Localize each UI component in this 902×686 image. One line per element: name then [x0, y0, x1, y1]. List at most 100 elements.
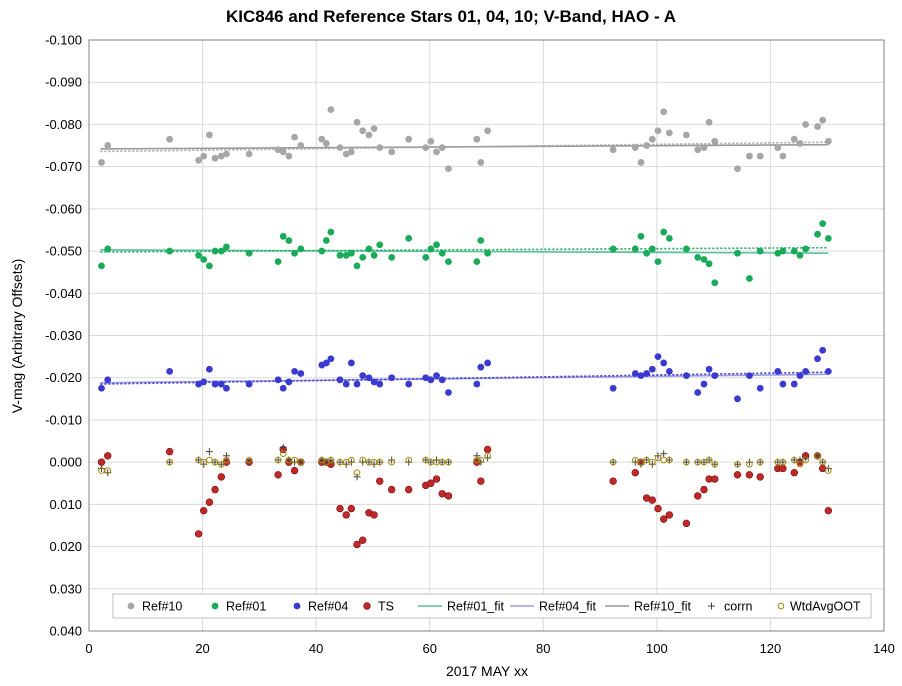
ts-point [104, 452, 112, 460]
ref04-point [648, 365, 656, 373]
legend-plus-marker [708, 602, 715, 610]
wtdavgoot-point [790, 456, 798, 464]
wtdavgoot-point [206, 456, 213, 464]
ref04-point [814, 355, 821, 363]
ts-point [438, 490, 446, 498]
legend-label: corrn [724, 600, 753, 614]
ref10-point [427, 137, 435, 145]
ref04-point [802, 367, 810, 375]
ref01-point [359, 254, 367, 261]
y-tick-labels: -0.100 -0.090 -0.080 -0.070 -0.060 -0.050 -0.0… [45, 33, 82, 639]
ref10-point [104, 142, 112, 149]
x-tick-label: 40 [309, 641, 323, 656]
ref10-point [353, 118, 361, 126]
legend: Ref#10 Ref#01 Ref#04 TS Ref#01_fit Ref#04_fit… [112, 593, 872, 619]
legend-circle-marker [363, 602, 371, 610]
ref01-point [648, 245, 656, 253]
x-axis-label: 2017 MAY xx [446, 663, 528, 679]
ref01-point [705, 260, 713, 268]
wtdavgoot-point [683, 458, 690, 466]
wtdavgoot-point [609, 458, 617, 466]
ref10-point [705, 118, 713, 126]
x-tick-label: 0 [85, 641, 92, 656]
y-tick-label: 0.020 [49, 539, 82, 554]
ref10-point [445, 165, 452, 173]
wtdavgoot-point [484, 452, 491, 460]
wtdavgoot-point [631, 456, 639, 464]
ref01-point [327, 228, 335, 236]
ref10-point [342, 150, 350, 158]
ref01-point [802, 245, 810, 253]
ref10-point [796, 140, 804, 147]
ref01-point [104, 245, 112, 253]
legend-item-corrn: corrn [708, 600, 753, 614]
ref10-point [245, 150, 253, 158]
ts-point [824, 506, 833, 515]
y-tick-label: 0.000 [49, 455, 82, 470]
ref04-point [796, 372, 804, 380]
ref10-point [473, 135, 481, 143]
legend-label: Ref#01_fit [447, 600, 505, 614]
ref04-point [746, 372, 753, 380]
legend-item-ref04: Ref#04 [293, 600, 348, 614]
wtdavgoot-point [477, 456, 485, 464]
wtdavgoot-point [802, 456, 809, 464]
y-tick-label: -0.070 [45, 159, 82, 174]
ref01-point [433, 241, 440, 249]
legend-item-ref01: Ref#01 [211, 600, 266, 614]
legend-label: Ref#10 [142, 600, 182, 614]
ref10-point [631, 144, 639, 152]
ref01-point [342, 251, 350, 259]
ref01-point [631, 245, 639, 253]
ref10-point [643, 142, 651, 149]
legend-label: WtdAvgOOT [790, 600, 861, 614]
ref01-point [353, 262, 361, 270]
ref01-point [779, 247, 787, 255]
ref01-point [824, 235, 832, 242]
legend-label: Ref#01 [226, 600, 266, 614]
ref04-point [217, 380, 225, 388]
ref01-point [473, 258, 481, 266]
ts-point [211, 485, 219, 494]
y-tick-label: -0.080 [45, 117, 82, 132]
ref04-point [700, 380, 708, 388]
ref10-point [682, 131, 690, 139]
x-tick-labels: 0 20 40 60 80 100 120 140 [85, 641, 894, 656]
ref01-point [211, 247, 219, 255]
ref04-point [370, 378, 378, 386]
ref04-point [473, 380, 481, 388]
ref10-point [388, 148, 396, 156]
ref10-point [297, 142, 305, 149]
ref01-point [365, 245, 373, 253]
wtdavgoot-point [297, 458, 305, 466]
ts-point [745, 471, 754, 479]
ref04-point [98, 384, 105, 392]
ref01-point [200, 256, 208, 263]
legend-circle-marker [127, 602, 135, 610]
ref01-point [376, 241, 384, 249]
ts-point [336, 504, 344, 513]
ts-point [376, 477, 384, 485]
ref10-point [746, 152, 753, 160]
y-tick-label: -0.040 [45, 286, 82, 301]
ref04-point [477, 363, 485, 371]
ref01-point [422, 254, 430, 261]
ts-point [200, 506, 208, 515]
wtdavgoot-point [643, 456, 650, 464]
ts-point [194, 530, 203, 538]
ref10-point [774, 144, 782, 152]
ref04-point [279, 384, 287, 392]
ref01-point [643, 249, 651, 257]
wtdavgoot-point [348, 456, 355, 464]
ref01-point [318, 247, 326, 255]
ref10-point [609, 146, 617, 154]
ts-point [405, 485, 413, 494]
ref04-point [609, 384, 617, 392]
ref10-point [318, 135, 326, 143]
legend-item-ref04-fit: Ref#04_fit [510, 600, 597, 614]
wtdavgoot-point [825, 467, 832, 474]
ref04-point [654, 353, 662, 361]
y-tick-label: -0.090 [45, 75, 82, 90]
ref04-point [643, 370, 651, 377]
ref04-point [291, 367, 298, 375]
